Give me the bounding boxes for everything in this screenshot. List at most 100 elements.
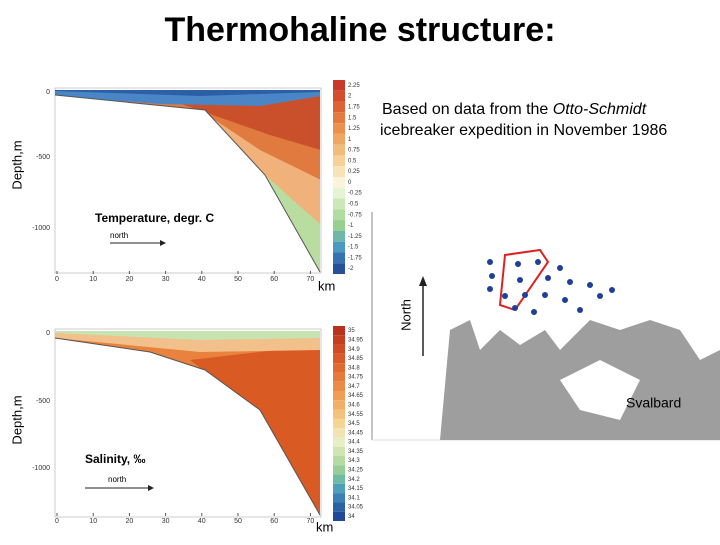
- x-tick-label: 20: [126, 276, 134, 283]
- colorbar-label: 34.75: [348, 375, 364, 381]
- colorbar-label: 1.25: [348, 126, 360, 132]
- colorbar-label: 1: [348, 137, 352, 143]
- y-tick-label: -1000: [32, 225, 50, 232]
- colorbar-label: 0.5: [348, 158, 357, 164]
- colorbar-swatch: [333, 502, 345, 512]
- temperature-section: Temperature, degr. C north: [54, 87, 322, 274]
- note: Based on data from the Otto-Schmidt: [382, 101, 647, 118]
- y-tick-label: -500: [36, 154, 50, 161]
- x-tick-label: 50: [234, 276, 242, 283]
- north-label: North: [398, 299, 413, 331]
- colorbar-label: 34.5: [348, 421, 360, 427]
- colorbar-label: 34.85: [348, 356, 364, 362]
- salinity-section: Salinity, ‰ north: [54, 328, 322, 518]
- colorbar-swatch: [333, 133, 345, 145]
- x-tick-label: 50: [234, 518, 242, 525]
- colorbar-label: -0.5: [348, 202, 359, 208]
- place-label: Svalbard: [626, 395, 681, 411]
- note-wrap: icebreaker expedition in November 1986: [380, 122, 668, 139]
- colorbar-label: 34.35: [348, 449, 364, 455]
- colorbar-label: 34.45: [348, 430, 364, 436]
- map: North Svalbard: [371, 212, 720, 441]
- colorbar-label: 0.75: [348, 148, 360, 154]
- colorbar-swatch: [333, 241, 345, 253]
- colorbar-label: 34.2: [348, 477, 360, 483]
- colorbar-label: 34: [348, 514, 355, 520]
- x-tick-label: 30: [162, 276, 170, 283]
- colorbar-swatch: [333, 400, 345, 410]
- colorbar-swatch: [333, 101, 345, 113]
- x-tick-label: 70: [307, 276, 315, 283]
- colorbar-label: 2.25: [348, 83, 360, 89]
- colorbar-swatch: [333, 252, 345, 264]
- colorbar-swatch: [333, 353, 345, 364]
- x-tick-label: 30: [162, 518, 170, 525]
- colorbar-swatch: [333, 166, 345, 177]
- x-tick-label: 0: [55, 276, 59, 283]
- colorbar-swatch: [333, 456, 345, 466]
- x-axis-label: km: [316, 519, 333, 534]
- colorbar-label: 34.8: [348, 365, 360, 371]
- colorbar-swatch: [333, 344, 345, 354]
- title: Thermohaline structure:: [164, 11, 555, 49]
- colorbar-label: 35: [348, 328, 355, 334]
- x-tick-label: 40: [198, 518, 206, 525]
- colorbar-swatch: [333, 144, 345, 156]
- arrow-label: north: [108, 475, 126, 484]
- colorbar-swatch: [333, 335, 345, 345]
- colorbar-swatch: [333, 372, 345, 382]
- y-tick-label: 0: [46, 89, 50, 96]
- colorbar-swatch: [333, 493, 345, 503]
- colorbar-swatch: [333, 465, 345, 475]
- colorbar-swatch: [333, 230, 345, 242]
- colorbar-label: 34.1: [348, 495, 360, 501]
- colorbar-label: -1: [348, 223, 354, 229]
- colorbar-label: 34.3: [348, 458, 360, 464]
- colorbar-label: 1.5: [348, 115, 357, 121]
- colorbar-swatch: [333, 446, 345, 456]
- x-tick-label: 60: [270, 276, 278, 283]
- colorbar-label: 34.9: [348, 347, 360, 353]
- x-tick-label: 70: [307, 518, 315, 525]
- colorbar-label: 34.15: [348, 486, 364, 492]
- colorbar-swatch: [333, 155, 345, 167]
- colorbar-label: -1.25: [348, 234, 362, 240]
- colorbar-swatch: [333, 363, 345, 373]
- colorbar-label: 34.6: [348, 403, 360, 409]
- x-tick-label: 40: [198, 276, 206, 283]
- colorbar-swatch: [333, 123, 345, 134]
- colorbar-swatch: [333, 474, 345, 484]
- colorbar-swatch: [333, 381, 345, 391]
- colorbar-label: 34.55: [348, 412, 364, 418]
- x-tick-label: 0: [55, 518, 59, 525]
- colorbar-swatch: [333, 409, 345, 419]
- y-tick-label: 0: [46, 330, 50, 337]
- y-tick-label: -500: [36, 398, 50, 405]
- colorbar-swatch: [333, 391, 345, 401]
- colorbar-swatch: [333, 428, 345, 438]
- colorbar-label: 1.75: [348, 105, 360, 111]
- panel-label: Salinity, ‰: [85, 452, 145, 466]
- x-tick-label: 60: [270, 518, 278, 525]
- colorbar-swatch: [333, 198, 345, 210]
- colorbar-swatch: [333, 112, 345, 124]
- panel-label: Temperature, degr. C: [95, 211, 214, 225]
- colorbar-label: -0.75: [348, 212, 362, 218]
- colorbar-swatch: [333, 326, 345, 336]
- colorbar-swatch: [333, 209, 345, 221]
- colorbar-label: 34.65: [348, 393, 364, 399]
- colorbar-swatch: [333, 90, 345, 102]
- arrow-label: north: [110, 231, 128, 240]
- colorbar-swatch: [333, 483, 345, 494]
- colorbar-label: 34.4: [348, 440, 360, 446]
- x-axis-label: km: [318, 278, 335, 293]
- colorbar-label: 34.95: [348, 338, 364, 344]
- colorbar-swatch: [333, 177, 345, 188]
- x-tick-label: 10: [89, 276, 97, 283]
- colorbar-swatch: [333, 437, 345, 447]
- colorbar-label: 34.25: [348, 468, 364, 474]
- note-text: icebreaker expedition in November 1986: [380, 122, 668, 139]
- y-axis-label: Depth,m: [9, 140, 24, 189]
- colorbar-label: -2: [348, 266, 354, 272]
